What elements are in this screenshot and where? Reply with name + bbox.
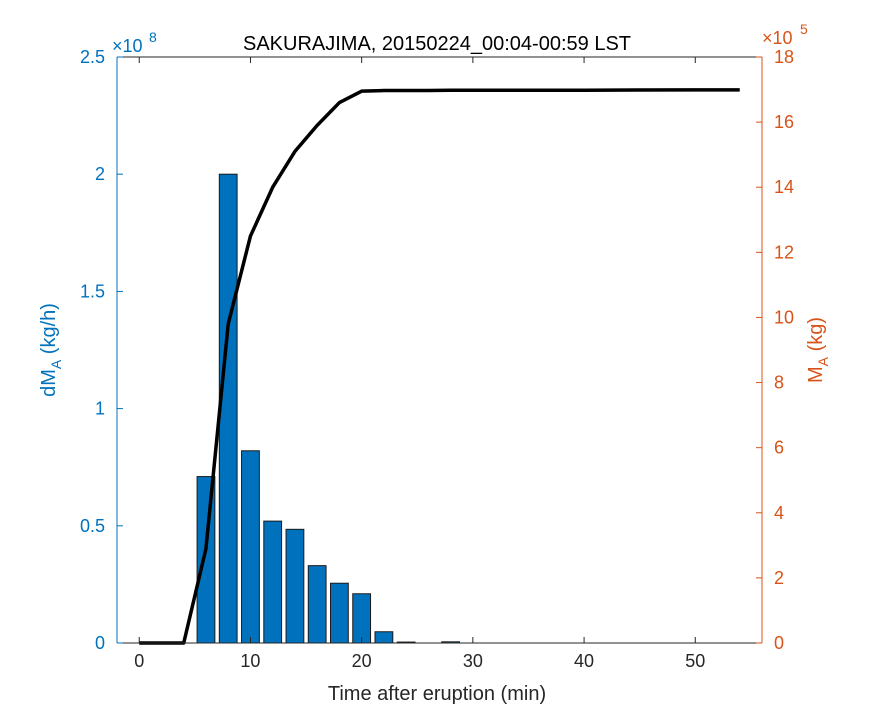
bar [218,173,238,644]
left-exponent-prefix: ×10 [112,36,143,56]
y-left-label-sub: A [48,359,64,369]
y-left-tick-label: 1 [95,399,105,419]
x-axis-label: Time after eruption (min) [328,683,546,705]
y-left-tick-label: 0 [95,633,105,653]
chart-title: SAKURAJIMA, 20150224_00:04-00:59 LST [243,33,631,55]
bar [241,450,260,644]
left-exponent-power: 8 [149,29,157,45]
bar [285,528,305,644]
left-axis-exponent: ×10 8 [112,29,157,56]
y-right-tick-label: 12 [774,242,794,262]
bar [352,593,372,644]
y-right-tick-label: 4 [774,503,784,523]
y-left-label-main: dM [38,369,60,397]
y-right-label-main: M [805,366,827,383]
x-tick-label: 0 [134,651,144,671]
right-exponent-prefix: ×10 [762,28,793,48]
y-left-tick-label: 0.5 [80,516,105,536]
y-left-label-unit: (kg/h) [38,303,60,360]
right-exponent-power: 5 [800,21,808,37]
y-left-tick-label: 2.5 [80,47,105,67]
y-left-tick-label: 2 [95,164,105,184]
bar [307,565,327,644]
y-right-tick-label: 10 [774,307,794,327]
series-line [139,88,740,645]
y-right-axis-label: MA (kg) [805,317,831,383]
y-right-label-sub: A [815,356,831,366]
y-right-tick-label: 14 [774,177,794,197]
y-left-axis-label: dMA (kg/h) [38,303,64,397]
y-right-tick-label: 16 [774,112,794,132]
x-tick-label: 10 [240,651,260,671]
y-right-label-unit: (kg) [805,317,827,357]
y-right-tick-label: 6 [774,438,784,458]
y-right-tick-label: 0 [774,633,784,653]
y-right-tick-label: 2 [774,568,784,588]
right-axis-exponent: ×10 5 [762,21,808,48]
bar [374,631,394,644]
bar [263,520,283,644]
x-tick-label: 20 [352,651,372,671]
y-right-tick-label: 18 [774,47,794,67]
plot-area: 0 10 20 30 40 50 0 0.5 1 1.5 2 2.5 0 2 4 6 8 10 12 14 16 18 [80,47,794,671]
y-right-tick-label: 8 [774,373,784,393]
bar [330,582,349,644]
y-left-tick-label: 1.5 [80,281,105,301]
x-tick-label: 40 [574,651,594,671]
x-tick-label: 50 [685,651,705,671]
x-tick-label: 30 [463,651,483,671]
